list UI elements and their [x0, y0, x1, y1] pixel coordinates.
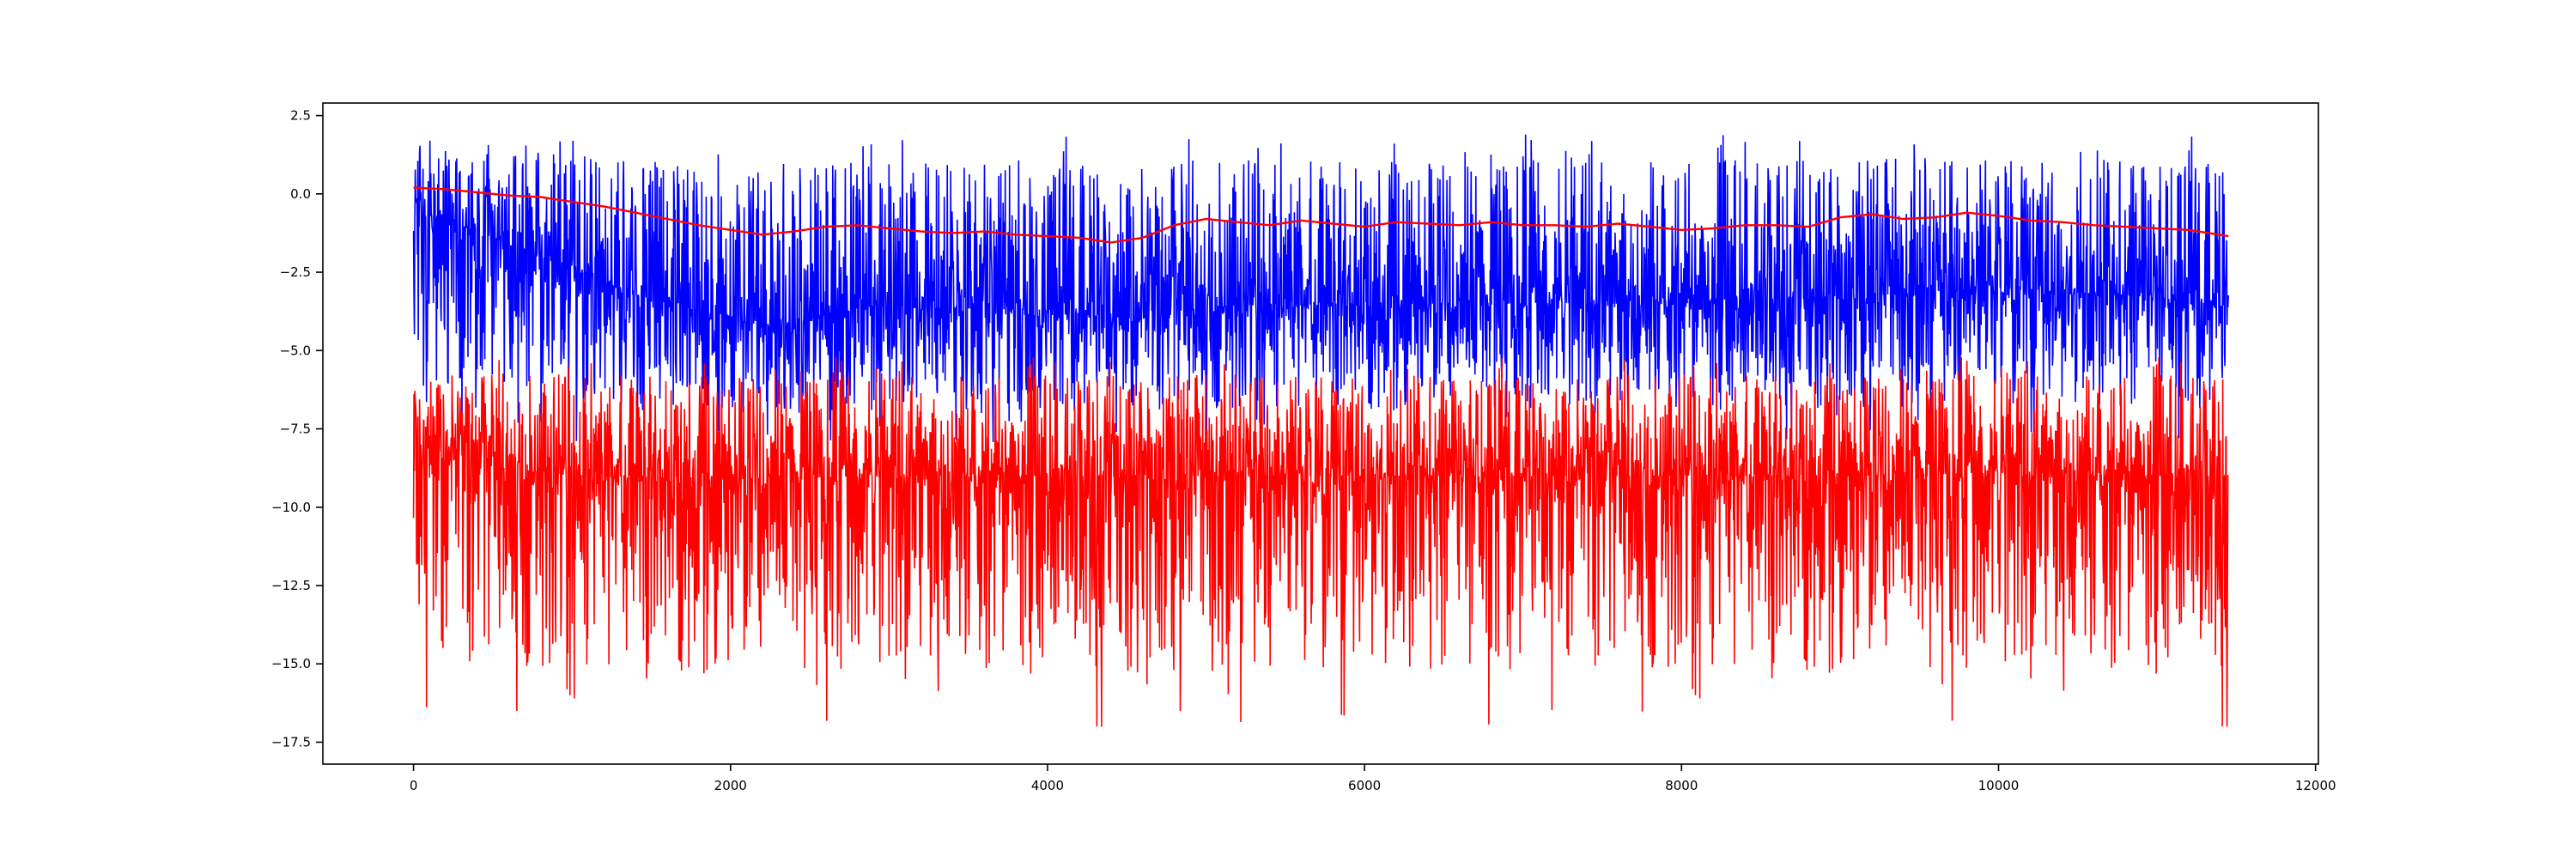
series-line-3: [413, 186, 2229, 244]
y-tick-label: −2.5: [280, 264, 311, 280]
x-tick-label: 4000: [1031, 778, 1064, 793]
x-tick-label: 2000: [714, 778, 747, 793]
x-tick-label: 8000: [1665, 778, 1698, 793]
y-tick-label: −17.5: [271, 734, 311, 750]
x-tick-label: 0: [410, 778, 418, 793]
y-tick-label: 2.5: [290, 108, 311, 124]
y-tick-label: −5.0: [280, 343, 311, 358]
x-tick-label: 10000: [1978, 778, 2020, 793]
x-tick-label: 6000: [1348, 778, 1381, 793]
y-tick-label: −15.0: [271, 656, 311, 671]
series-line-1: [412, 134, 2229, 443]
x-tick-label: 12000: [2295, 778, 2336, 793]
y-tick-label: −12.5: [271, 578, 311, 593]
y-tick-label: 0.0: [290, 186, 311, 202]
series-layer: [412, 134, 2229, 727]
axis-layer: 0 2000 4000 6000 8000 10000 12000 2.5 0.0 −2.5 −5.…: [271, 108, 2336, 793]
y-tick-label: −7.5: [280, 422, 311, 437]
series-line-2: [412, 356, 2229, 727]
y-tick-label: −10.0: [271, 500, 311, 515]
plot-frame: [322, 102, 2319, 765]
